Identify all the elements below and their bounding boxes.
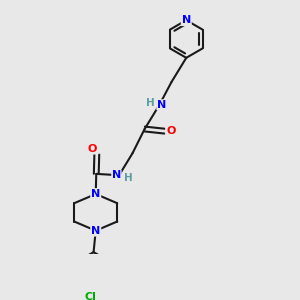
Text: H: H: [124, 173, 133, 183]
Text: Cl: Cl: [85, 292, 97, 300]
Text: H: H: [146, 98, 154, 109]
Text: O: O: [87, 144, 97, 154]
Text: O: O: [166, 126, 175, 136]
Text: N: N: [91, 226, 101, 236]
Text: N: N: [91, 189, 101, 199]
Text: N: N: [182, 15, 191, 25]
Text: N: N: [112, 170, 121, 180]
Text: N: N: [157, 100, 166, 110]
